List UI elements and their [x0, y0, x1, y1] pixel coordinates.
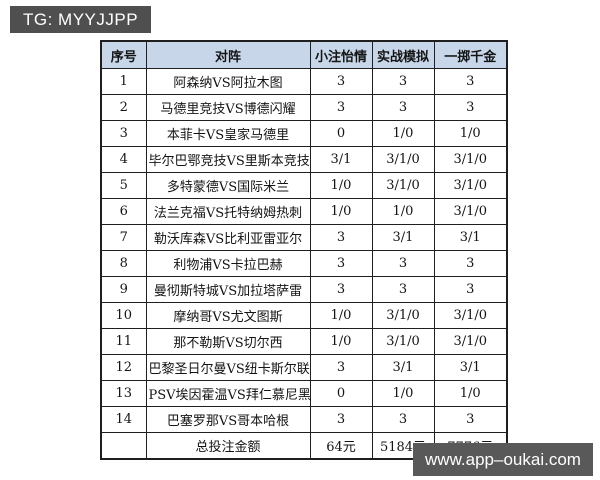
row-number-cell: 10 — [100, 302, 147, 329]
match-cell: 马德里竞技VS博德闪耀 — [145, 94, 311, 121]
small-bet-cell: 0 — [309, 380, 373, 407]
match-cell: 曼彻斯特城VS加拉塔萨雷 — [145, 276, 311, 303]
match-cell: PSV埃因霍温VS拜仁慕尼黑 — [145, 380, 311, 407]
big-bet-cell: 3/1 — [433, 354, 508, 381]
small-bet-cell: 3 — [309, 94, 373, 121]
row-number-cell: 5 — [100, 172, 147, 199]
total-small-bet: 64元 — [309, 432, 373, 460]
simulation-cell: 3/1 — [371, 224, 435, 251]
simulation-cell: 3/1/0 — [371, 328, 435, 355]
match-cell: 巴塞罗那VS哥本哈根 — [145, 406, 311, 433]
big-bet-cell: 1/0 — [433, 380, 508, 407]
table-row: 5 多特蒙德VS国际米兰 1/0 3/1/0 3/1/0 — [100, 172, 508, 199]
big-bet-cell: 3 — [433, 406, 508, 433]
small-bet-cell: 3 — [309, 68, 373, 95]
simulation-cell: 1/0 — [371, 380, 435, 407]
small-bet-cell: 3/1 — [309, 146, 373, 173]
big-bet-cell: 3 — [433, 276, 508, 303]
row-number-cell: 11 — [100, 328, 147, 355]
match-cell: 巴黎圣日尔曼VS纽卡斯尔联 — [145, 354, 311, 381]
col-header-simulation: 实战模拟 — [371, 40, 435, 69]
telegram-handle-badge: TG: MYYJJPP — [10, 6, 152, 33]
simulation-cell: 3 — [371, 94, 435, 121]
header-row: 序号 对阵 小注怡情 实战模拟 一掷千金 — [100, 40, 508, 69]
col-header-index: 序号 — [100, 40, 147, 69]
table-row: 2 马德里竞技VS博德闪耀 3 3 3 — [100, 94, 508, 121]
simulation-cell: 3 — [371, 276, 435, 303]
small-bet-cell: 3 — [309, 250, 373, 277]
row-number-cell: 7 — [100, 224, 147, 251]
simulation-cell: 3/1/0 — [371, 302, 435, 329]
table-row: 7 勒沃库森VS比利亚雷亚尔 3 3/1 3/1 — [100, 224, 508, 251]
match-cell: 阿森纳VS阿拉木图 — [145, 68, 311, 95]
row-number-cell: 12 — [100, 354, 147, 381]
simulation-cell: 3/1 — [371, 354, 435, 381]
small-bet-cell: 1/0 — [309, 302, 373, 329]
small-bet-cell: 3 — [309, 224, 373, 251]
simulation-cell: 3 — [371, 250, 435, 277]
big-bet-cell: 3/1/0 — [433, 198, 508, 225]
big-bet-cell: 3 — [433, 94, 508, 121]
table-row: 13 PSV埃因霍温VS拜仁慕尼黑 0 1/0 1/0 — [100, 380, 508, 407]
simulation-cell: 3 — [371, 68, 435, 95]
table-row: 6 法兰克福VS托特纳姆热刺 1/0 1/0 3/1/0 — [100, 198, 508, 225]
total-label: 总投注金额 — [145, 432, 311, 460]
simulation-cell: 3 — [371, 406, 435, 433]
table-row: 9 曼彻斯特城VS加拉塔萨雷 3 3 3 — [100, 276, 508, 303]
row-number-cell: 2 — [100, 94, 147, 121]
col-header-small-bet: 小注怡情 — [309, 40, 373, 69]
table-body: 1 阿森纳VS阿拉木图 3 3 3 2 马德里竞技VS博德闪耀 3 3 3 3 本菲卡VS皇家马德里 0… — [100, 68, 508, 433]
match-cell: 勒沃库森VS比利亚雷亚尔 — [145, 224, 311, 251]
big-bet-cell: 3 — [433, 250, 508, 277]
row-number-cell: 1 — [100, 68, 147, 95]
col-header-big-bet: 一掷千金 — [433, 40, 508, 69]
simulation-cell: 1/0 — [371, 198, 435, 225]
row-number-cell: 4 — [100, 146, 147, 173]
match-cell: 毕尔巴鄂竞技VS里斯本竞技 — [145, 146, 311, 173]
match-cell: 本菲卡VS皇家马德里 — [145, 120, 311, 147]
small-bet-cell: 1/0 — [309, 328, 373, 355]
small-bet-cell: 1/0 — [309, 198, 373, 225]
big-bet-cell: 1/0 — [433, 120, 508, 147]
big-bet-cell: 3/1/0 — [433, 146, 508, 173]
match-cell: 那不勒斯VS切尔西 — [145, 328, 311, 355]
total-empty-cell — [100, 432, 147, 460]
table-row: 3 本菲卡VS皇家马德里 0 1/0 1/0 — [100, 120, 508, 147]
simulation-cell: 3/1/0 — [371, 146, 435, 173]
big-bet-cell: 3 — [433, 68, 508, 95]
row-number-cell: 9 — [100, 276, 147, 303]
match-cell: 多特蒙德VS国际米兰 — [145, 172, 311, 199]
small-bet-cell: 3 — [309, 276, 373, 303]
website-watermark: www.app–oukai.com — [413, 443, 593, 476]
small-bet-cell: 0 — [309, 120, 373, 147]
small-bet-cell: 1/0 — [309, 172, 373, 199]
big-bet-cell: 3/1/0 — [433, 302, 508, 329]
table-header: 序号 对阵 小注怡情 实战模拟 一掷千金 — [100, 40, 508, 69]
match-cell: 法兰克福VS托特纳姆热刺 — [145, 198, 311, 225]
row-number-cell: 6 — [100, 198, 147, 225]
simulation-cell: 3/1/0 — [371, 172, 435, 199]
match-cell: 摩纳哥VS尤文图斯 — [145, 302, 311, 329]
big-bet-cell: 3/1/0 — [433, 328, 508, 355]
small-bet-cell: 3 — [309, 354, 373, 381]
betting-table: 序号 对阵 小注怡情 实战模拟 一掷千金 1 阿森纳VS阿拉木图 3 3 3 2 马德里竞技… — [100, 40, 508, 460]
big-bet-cell: 3/1/0 — [433, 172, 508, 199]
simulation-cell: 1/0 — [371, 120, 435, 147]
col-header-matchup: 对阵 — [145, 40, 311, 69]
table-row: 1 阿森纳VS阿拉木图 3 3 3 — [100, 68, 508, 95]
table-row: 14 巴塞罗那VS哥本哈根 3 3 3 — [100, 406, 508, 433]
match-cell: 利物浦VS卡拉巴赫 — [145, 250, 311, 277]
table-row: 11 那不勒斯VS切尔西 1/0 3/1/0 3/1/0 — [100, 328, 508, 355]
row-number-cell: 14 — [100, 406, 147, 433]
small-bet-cell: 3 — [309, 406, 373, 433]
table-row: 8 利物浦VS卡拉巴赫 3 3 3 — [100, 250, 508, 277]
row-number-cell: 8 — [100, 250, 147, 277]
table-row: 10 摩纳哥VS尤文图斯 1/0 3/1/0 3/1/0 — [100, 302, 508, 329]
table-row: 12 巴黎圣日尔曼VS纽卡斯尔联 3 3/1 3/1 — [100, 354, 508, 381]
table-row: 4 毕尔巴鄂竞技VS里斯本竞技 3/1 3/1/0 3/1/0 — [100, 146, 508, 173]
row-number-cell: 3 — [100, 120, 147, 147]
big-bet-cell: 3/1 — [433, 224, 508, 251]
row-number-cell: 13 — [100, 380, 147, 407]
